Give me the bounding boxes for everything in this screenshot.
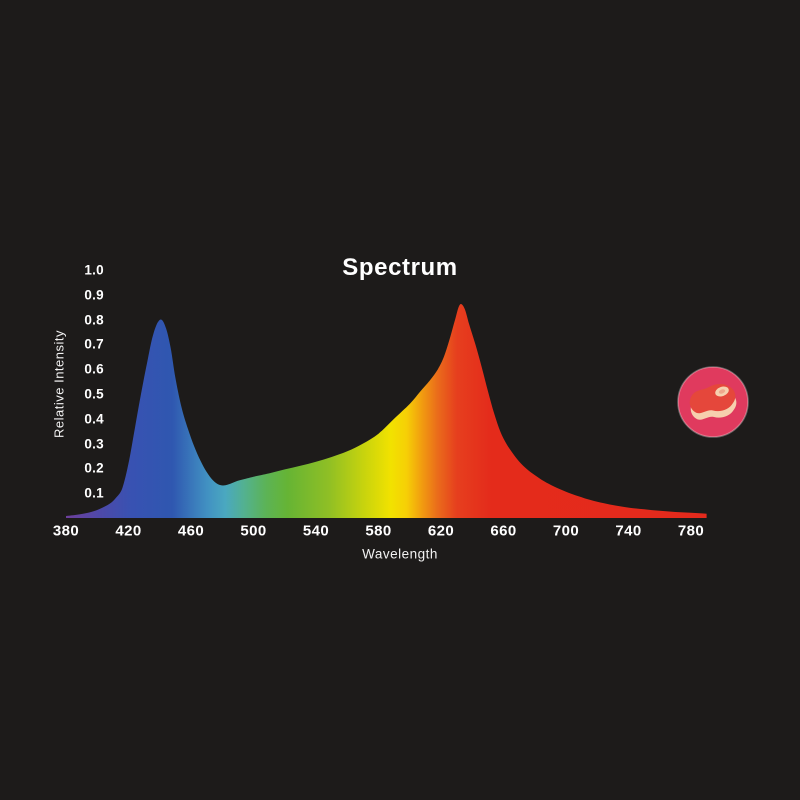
- x-tick-label: 660: [490, 522, 517, 540]
- y-tick-label: 0.2: [84, 460, 104, 476]
- meat-badge: [677, 366, 749, 438]
- x-tick-label: 380: [52, 522, 80, 540]
- steak-fat-inner: [718, 389, 726, 394]
- x-tick-label: 580: [365, 522, 392, 540]
- x-tick-label: 620: [427, 522, 455, 540]
- x-tick-label: 740: [615, 522, 642, 540]
- chart-title: Spectrum: [342, 254, 458, 281]
- y-tick-label: 0.8: [84, 312, 104, 328]
- y-tick-label: 1.0: [84, 262, 104, 278]
- x-tick-label: 420: [115, 522, 142, 540]
- x-tick-label: 780: [677, 522, 705, 540]
- y-tick-label: 0.7: [84, 336, 104, 352]
- x-axis-label: Wavelength: [362, 546, 438, 562]
- x-tick-label: 540: [302, 522, 330, 540]
- x-tick-label: 500: [240, 522, 267, 540]
- y-tick-label: 0.5: [84, 386, 104, 402]
- y-tick-label: 0.4: [84, 411, 104, 427]
- steak-icon: [689, 383, 737, 420]
- y-tick-label: 0.1: [84, 485, 104, 501]
- x-tick-label: 700: [552, 522, 580, 540]
- y-axis-label: Relative Intensity: [51, 330, 67, 438]
- x-tick-label: 460: [177, 522, 205, 540]
- y-tick-label: 0.3: [84, 436, 104, 452]
- spectrum-area-curve: [66, 303, 707, 518]
- y-tick-label: 0.9: [84, 287, 104, 303]
- y-tick-label: 0.6: [84, 361, 104, 377]
